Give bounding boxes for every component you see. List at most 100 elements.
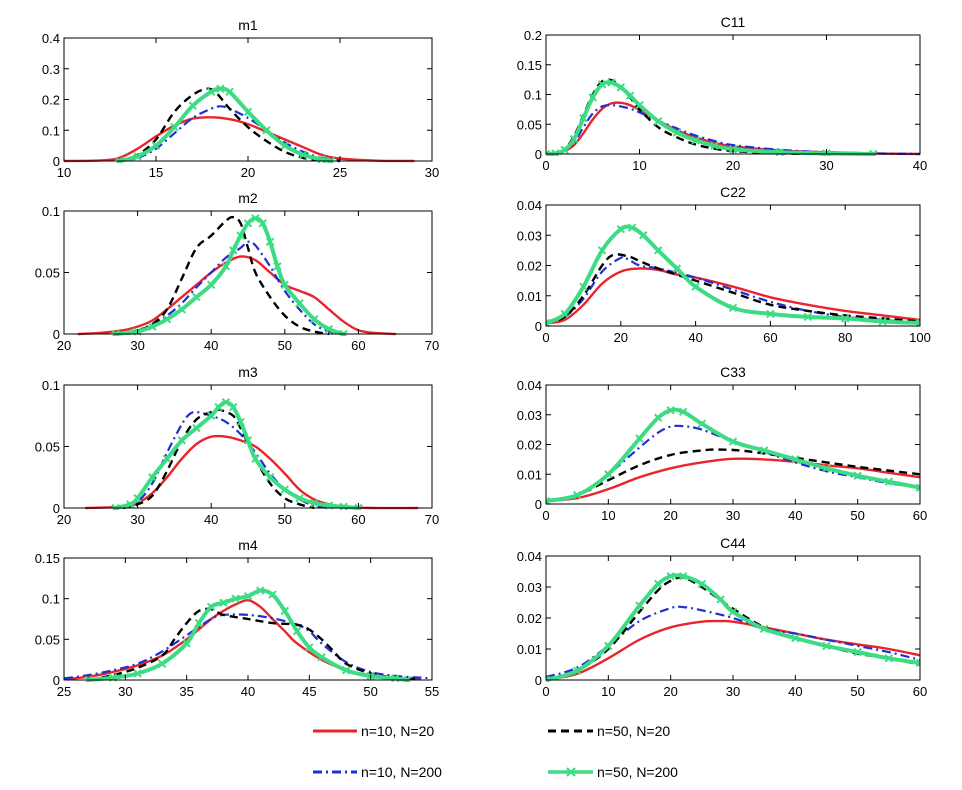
x-tick-label: 50 [850, 508, 864, 523]
series-line-0 [64, 599, 421, 681]
series-marker [579, 282, 588, 291]
series-marker [884, 477, 894, 486]
panel-m3: m3 20 30 40 50 60 70 0 0.05 0.1 [35, 364, 440, 527]
x-tick-label: 15 [149, 165, 163, 180]
x-tick-label: 20 [241, 165, 255, 180]
series-marker [822, 641, 831, 651]
series-line-0 [77, 255, 397, 336]
series-line-1 [115, 215, 330, 336]
y-tick-label: 0 [535, 497, 542, 512]
x-tick-label: 10 [57, 165, 71, 180]
series-marker [182, 639, 191, 648]
y-tick-label: 0.02 [517, 438, 542, 453]
series-marker [133, 669, 142, 678]
legend: n=10, N=20 n=50, N=20 n=10, N=200 n=50, … [313, 723, 678, 780]
series-marker [635, 434, 644, 443]
series-marker [840, 314, 850, 323]
series-marker [177, 436, 186, 445]
series-marker [616, 224, 626, 234]
series-marker [884, 654, 894, 663]
series-marker [546, 496, 551, 506]
series-line-2 [546, 605, 920, 678]
x-tick-label: 40 [688, 330, 702, 345]
x-tick-label: 60 [763, 330, 777, 345]
series-marker [341, 666, 351, 675]
y-tick-label: 0 [535, 319, 542, 334]
series-marker [710, 141, 719, 150]
series-line-1 [546, 448, 920, 503]
panel-C11: C11 0 10 20 30 40 0 0.05 0.1 0.15 0.2 [517, 14, 928, 173]
series-line-0 [546, 267, 920, 325]
series-group [546, 223, 920, 328]
axes-box [63, 384, 433, 509]
x-tick-label: 60 [351, 338, 365, 353]
series-line-0 [546, 457, 920, 503]
series-marker [588, 93, 597, 102]
legend-entry-1: n=50, N=20 [548, 723, 670, 739]
series-marker [258, 219, 267, 228]
x-tick-label: 80 [838, 330, 852, 345]
y-tick-label: 0.1 [524, 88, 542, 103]
y-tick-label: 0.1 [42, 204, 60, 219]
panel-title: m2 [238, 190, 258, 206]
legend-label-3: n=50, N=200 [597, 764, 678, 780]
legend-label-1: n=50, N=20 [597, 723, 670, 739]
series-marker [666, 571, 675, 581]
series-marker [262, 126, 271, 135]
series-marker [822, 464, 831, 473]
series-marker [292, 626, 302, 636]
series-marker [221, 262, 231, 271]
series-marker [766, 309, 775, 319]
y-tick-label: 0.05 [35, 440, 60, 455]
series-marker [295, 299, 304, 308]
series-marker [188, 101, 198, 110]
legend-entry-3: n=50, N=200 [548, 764, 678, 780]
series-marker [878, 317, 887, 326]
series-marker [268, 590, 277, 599]
y-tick-label: 0.01 [517, 289, 542, 304]
series-marker [616, 83, 626, 92]
series-line-3 [546, 224, 920, 325]
legend-entry-0: n=10, N=20 [313, 723, 434, 739]
series-line-0 [546, 101, 920, 156]
x-tick-label: 40 [913, 158, 927, 173]
series-marker [635, 101, 644, 110]
series-marker [775, 148, 784, 156]
series-marker [691, 136, 700, 145]
x-tick-label: 70 [425, 338, 439, 353]
series-marker [243, 219, 253, 228]
series-marker [546, 675, 551, 682]
series-line-2 [122, 410, 330, 510]
x-tick-label: 30 [726, 684, 740, 699]
x-tick-label: 100 [909, 330, 931, 345]
series-marker [236, 417, 245, 427]
series-group [546, 78, 920, 156]
panel-C33: C33 0 10 20 30 40 50 60 0 0.01 0.02 0.03 0.04 [517, 364, 928, 523]
series-marker [759, 624, 769, 634]
series-marker [162, 454, 172, 464]
series-marker [194, 618, 204, 628]
series-marker [697, 419, 707, 428]
x-tick-label: 40 [788, 508, 802, 523]
series-marker [672, 128, 682, 137]
y-tick-label: 0 [53, 673, 60, 688]
x-tick-label: 20 [663, 508, 677, 523]
x-tick-label: 25 [333, 165, 347, 180]
series-group [77, 214, 397, 336]
series-marker [273, 262, 282, 271]
panel-title: C22 [720, 184, 746, 200]
series-marker [251, 214, 260, 223]
series-marker [728, 303, 738, 313]
series-marker [915, 483, 920, 492]
y-tick-label: 0.05 [517, 117, 542, 132]
x-tick-label: 45 [302, 684, 316, 699]
series-marker [791, 455, 800, 464]
series-line-0 [546, 619, 920, 682]
axes-box [545, 34, 921, 155]
x-tick-label: 0 [542, 508, 549, 523]
series-marker [728, 607, 738, 617]
series-marker [192, 423, 201, 433]
series-marker [653, 246, 663, 255]
y-tick-label: 0.01 [517, 642, 542, 657]
y-tick-label: 0.05 [35, 632, 60, 647]
